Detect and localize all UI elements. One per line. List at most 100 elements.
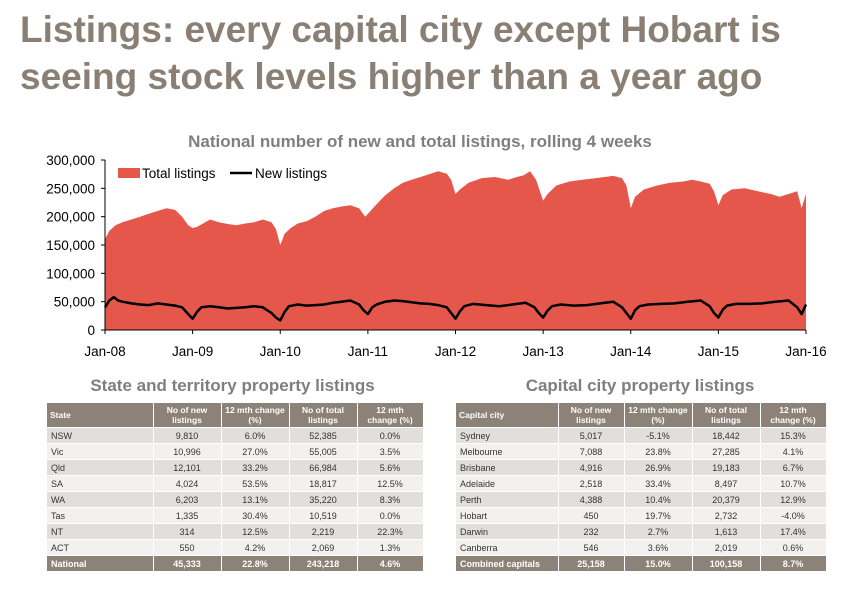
column-header: No of new listings [558, 403, 625, 428]
y-tick-label: 250,000 [46, 181, 95, 196]
table-cell: Sydney [456, 427, 559, 444]
total-cell: 8.7% [760, 555, 827, 571]
table-row: Perth 4,388 10.4% 20,379 12.9% [456, 491, 827, 508]
series-new-listings-line [103, 295, 808, 322]
table-row: Canberra 546 3.6% 2,019 0.6% [456, 539, 827, 556]
table-cell: 1,613 [692, 523, 761, 540]
plot-area [103, 171, 808, 330]
table-cell: 12.9% [760, 491, 827, 508]
total-cell: 25,158 [558, 555, 625, 571]
table-cell: -5.1% [624, 427, 693, 444]
table-cell: 546 [558, 539, 625, 556]
legend-label-new: New listings [255, 166, 327, 181]
table-cell: 6.7% [760, 459, 827, 476]
table-cell: 10,519 [289, 507, 358, 524]
table-row: NT 314 12.5% 2,219 22.3% [47, 523, 424, 540]
total-cell: 243,218 [289, 555, 358, 571]
table-cell: 7,088 [558, 443, 625, 460]
series-total-listings-area [105, 171, 806, 330]
table-cell: Melbourne [456, 443, 559, 460]
table-row: Vic 10,996 27.0% 55,005 3.5% [47, 443, 424, 460]
x-tick-label: Jan-09 [172, 344, 213, 359]
table-cell: 232 [558, 523, 625, 540]
state-table-title: State and territory property listings [90, 376, 375, 395]
table-cell: Adelaide [456, 475, 559, 492]
table-cell: 8,497 [692, 475, 761, 492]
table-row: Melbourne 7,088 23.8% 27,285 4.1% [456, 443, 827, 460]
table-row: Darwin 232 2.7% 1,613 17.4% [456, 523, 827, 540]
table-header-row: State No of new listings 12 mth change (%)… [47, 403, 424, 428]
state-listings-table: State No of new listings 12 mth change (%)… [47, 403, 424, 571]
table-row: NSW 9,810 6.0% 52,385 0.0% [47, 427, 424, 444]
table-cell: NSW [47, 427, 154, 444]
table-cell: 0.0% [357, 507, 424, 524]
x-tick-label: Jan-12 [435, 344, 476, 359]
table-cell: 2,019 [692, 539, 761, 556]
table-cell: Canberra [456, 539, 559, 556]
table-cell: 4,024 [153, 475, 222, 492]
table-cell: 52,385 [289, 427, 358, 444]
table-cell: 2.7% [624, 523, 693, 540]
table-cell: 55,005 [289, 443, 358, 460]
table-cell: 27.0% [221, 443, 290, 460]
table-cell: 2,732 [692, 507, 761, 524]
table-row: Tas 1,335 30.4% 10,519 0.0% [47, 507, 424, 524]
column-header: 12 mth change (%) [221, 403, 290, 428]
table-cell: 66,984 [289, 459, 358, 476]
y-axis: 0 50,000 100,000 150,000 200,000 250,000 300,0… [46, 153, 106, 338]
table-cell: 4.1% [760, 443, 827, 460]
total-cell: 45,333 [153, 555, 222, 571]
table-cell: 10.4% [624, 491, 693, 508]
table-total-row: Combined capitals 25,158 15.0% 100,158 8.7% [456, 555, 827, 571]
table-cell: 4.2% [221, 539, 290, 556]
table-cell: 12.5% [221, 523, 290, 540]
y-tick-label: 100,000 [46, 266, 95, 281]
table-row: Qld 12,101 33.2% 66,984 5.6% [47, 459, 424, 476]
total-cell: 22.8% [221, 555, 290, 571]
table-cell: 2,069 [289, 539, 358, 556]
x-tick-label: Jan-16 [785, 344, 826, 359]
table-cell: 53.5% [221, 475, 290, 492]
table-cell: 23.8% [624, 443, 693, 460]
y-tick-label: 150,000 [46, 238, 95, 253]
table-row: SA 4,024 53.5% 18,817 12.5% [47, 475, 424, 492]
total-cell: Combined capitals [456, 555, 559, 571]
table-cell: 22.3% [357, 523, 424, 540]
table-cell: 15.3% [760, 427, 827, 444]
table-cell: NT [47, 523, 154, 540]
table-row: Brisbane 4,916 26.9% 19,183 6.7% [456, 459, 827, 476]
listings-chart: 0 50,000 100,000 150,000 200,000 250,000 300,0… [46, 153, 827, 359]
table-cell: 19,183 [692, 459, 761, 476]
table-cell: Perth [456, 491, 559, 508]
table-cell: 9,810 [153, 427, 222, 444]
capital-table-title: Capital city property listings [525, 376, 755, 395]
table-cell: 0.0% [357, 427, 424, 444]
column-header: State [47, 403, 154, 428]
table-cell: 26.9% [624, 459, 693, 476]
table-cell: 4,388 [558, 491, 625, 508]
legend-label-total: Total listings [142, 166, 216, 181]
table-cell: ACT [47, 539, 154, 556]
x-axis: Jan-08 Jan-09 Jan-10 Jan-11 Jan-12 Jan-13 Jan-… [84, 329, 827, 359]
x-tick-label: Jan-10 [260, 344, 301, 359]
total-cell: 100,158 [692, 555, 761, 571]
table-cell: 18,442 [692, 427, 761, 444]
column-header: 12 mth change (%) [357, 403, 424, 428]
table-row: WA 6,203 13.1% 35,220 8.3% [47, 491, 424, 508]
x-tick-label: Jan-11 [348, 344, 388, 359]
table-cell: 33.2% [221, 459, 290, 476]
chart-legend: Total listings New listings [118, 166, 327, 181]
slide-title: Listings: every capital city except Hoba… [20, 9, 781, 97]
table-cell: 12.5% [357, 475, 424, 492]
table-cell: 27,285 [692, 443, 761, 460]
table-cell: 3.6% [624, 539, 693, 556]
x-tick-label: Jan-15 [698, 344, 739, 359]
total-cell: 15.0% [624, 555, 693, 571]
table-row: ACT 550 4.2% 2,069 1.3% [47, 539, 424, 556]
table-cell: 1,335 [153, 507, 222, 524]
table-row: Sydney 5,017 -5.1% 18,442 15.3% [456, 427, 827, 444]
table-total-row: National 45,333 22.8% 243,218 4.6% [47, 555, 424, 571]
table-cell: Hobart [456, 507, 559, 524]
table-row: Adelaide 2,518 33.4% 8,497 10.7% [456, 475, 827, 492]
table-cell: SA [47, 475, 154, 492]
